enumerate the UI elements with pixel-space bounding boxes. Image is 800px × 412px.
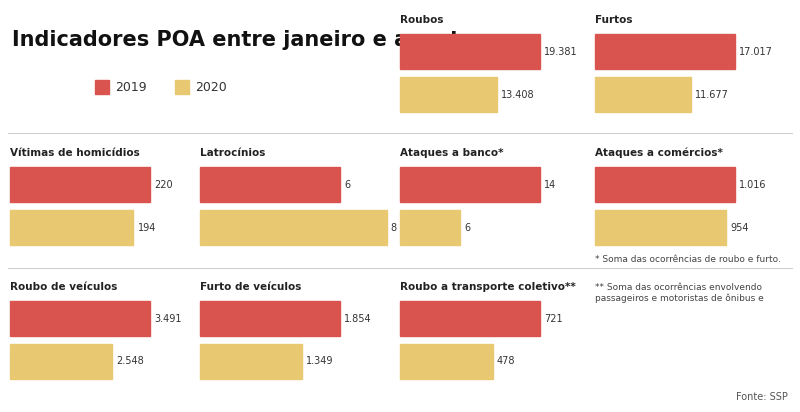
Text: Roubo a transporte coletivo**: Roubo a transporte coletivo**: [400, 282, 576, 292]
Bar: [400, 344, 493, 379]
Text: Ataques a banco*: Ataques a banco*: [400, 148, 503, 158]
Text: Latrocínios: Latrocínios: [200, 148, 266, 158]
Text: 2019: 2019: [115, 80, 146, 94]
Text: 8: 8: [390, 222, 397, 232]
Text: Furto de veículos: Furto de veículos: [200, 282, 302, 292]
Text: 954: 954: [730, 222, 749, 232]
Bar: [10, 210, 134, 245]
Text: 3.491: 3.491: [154, 314, 182, 323]
Text: 2.548: 2.548: [116, 356, 144, 367]
Text: 721: 721: [544, 314, 562, 323]
Bar: [95, 80, 109, 94]
Text: Fonte: SSP: Fonte: SSP: [736, 392, 788, 402]
Text: Roubo de veículos: Roubo de veículos: [10, 282, 118, 292]
Text: 1.349: 1.349: [306, 356, 334, 367]
Bar: [10, 301, 150, 336]
Bar: [595, 34, 735, 69]
Text: Furtos: Furtos: [595, 15, 633, 25]
Text: ** Soma das ocorrências envolvendo
passageiros e motoristas de ônibus e: ** Soma das ocorrências envolvendo passa…: [595, 283, 764, 303]
Text: 14: 14: [544, 180, 556, 190]
Text: 2020: 2020: [195, 80, 226, 94]
Text: * Soma das ocorrências de roubo e furto.: * Soma das ocorrências de roubo e furto.: [595, 255, 781, 264]
Bar: [400, 77, 497, 112]
Bar: [400, 301, 540, 336]
Bar: [175, 80, 189, 94]
Text: 194: 194: [138, 222, 156, 232]
Text: Roubos: Roubos: [400, 15, 443, 25]
Bar: [200, 210, 386, 245]
Bar: [595, 210, 726, 245]
Text: 1.854: 1.854: [344, 314, 372, 323]
Text: 6: 6: [344, 180, 350, 190]
Bar: [10, 167, 150, 202]
Text: 11.677: 11.677: [695, 89, 729, 100]
Text: 17.017: 17.017: [739, 47, 773, 56]
Bar: [200, 301, 340, 336]
Bar: [400, 167, 540, 202]
Bar: [400, 34, 540, 69]
Bar: [400, 210, 460, 245]
Text: Indicadores POA entre janeiro e agosto: Indicadores POA entre janeiro e agosto: [12, 30, 474, 50]
Bar: [200, 344, 302, 379]
Text: 6: 6: [464, 222, 470, 232]
Text: 478: 478: [497, 356, 515, 367]
Text: 1.016: 1.016: [739, 180, 766, 190]
Bar: [595, 167, 735, 202]
Text: 13.408: 13.408: [501, 89, 534, 100]
Text: 19.381: 19.381: [544, 47, 578, 56]
Bar: [200, 167, 340, 202]
Text: Vítimas de homicídios: Vítimas de homicídios: [10, 148, 140, 158]
Bar: [10, 344, 112, 379]
Bar: [595, 77, 691, 112]
Text: Ataques a comércios*: Ataques a comércios*: [595, 148, 723, 159]
Text: 220: 220: [154, 180, 173, 190]
